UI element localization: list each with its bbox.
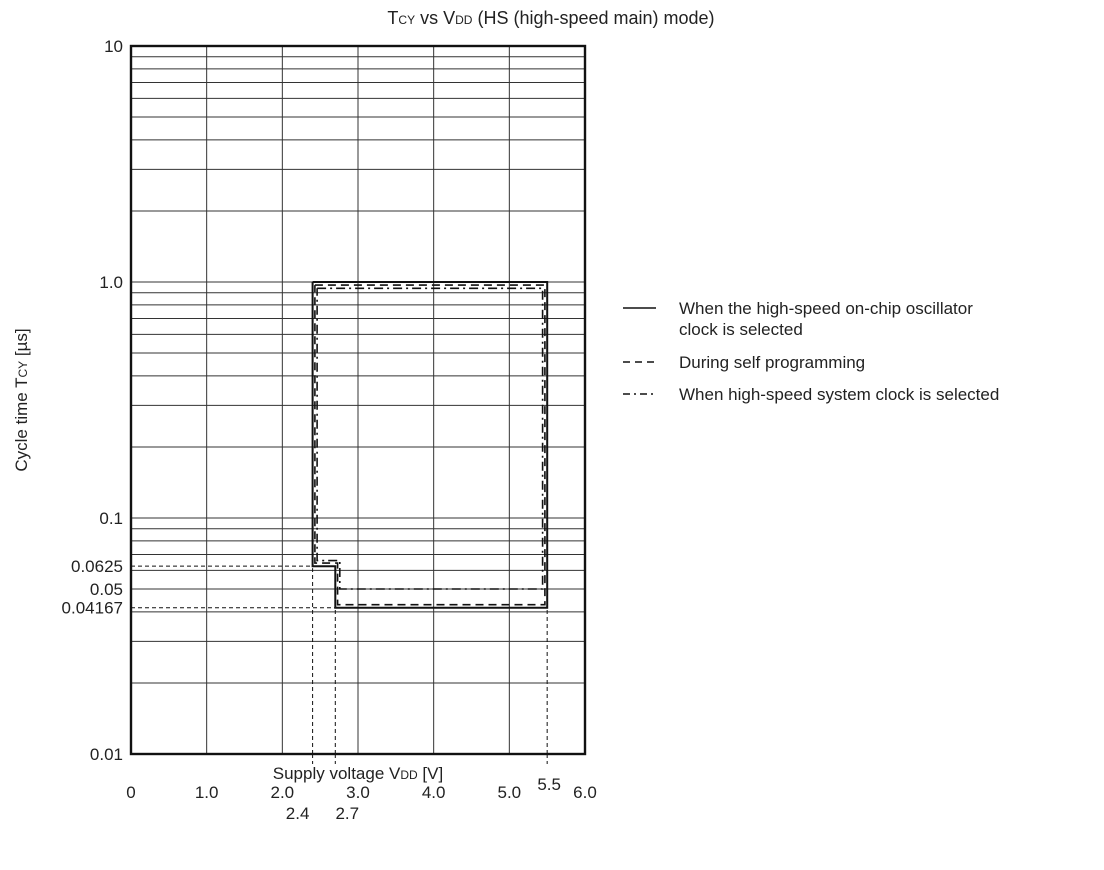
y-axis-label: Cycle time TCY [µs] — [12, 328, 31, 471]
legend-label-solid-line2: clock is selected — [679, 320, 803, 339]
series-lines — [311, 281, 549, 609]
legend: When the high-speed on-chip oscillator c… — [623, 299, 999, 404]
x-tick-label-extra: 2.4 — [286, 804, 310, 823]
x-tick-label: 3.0 — [346, 783, 370, 802]
series-line-dashed — [314, 284, 546, 606]
x-tick-label: 0 — [126, 783, 135, 802]
y-tick-label-extra: 0.0625 — [71, 557, 123, 576]
plot-frame — [129, 44, 587, 756]
x-tick-label-extra: 5.5 — [537, 775, 561, 794]
x-tick-labels: 0 1.0 2.0 3.0 4.0 5.0 6.0 2.4 2.7 5.5 — [126, 775, 597, 823]
y-tick-label: 0.01 — [90, 745, 123, 764]
y-tick-label: 0.1 — [99, 509, 123, 528]
legend-label-dashdot: When high-speed system clock is selected — [679, 385, 999, 404]
x-tick-label: 5.0 — [498, 783, 522, 802]
x-axis-label: Supply voltage VDD [V] — [273, 764, 443, 783]
y-tick-label-extra: 0.04167 — [62, 599, 123, 618]
legend-label-solid-line1: When the high-speed on-chip oscillator — [679, 299, 973, 318]
legend-label-dashed: During self programming — [679, 353, 865, 372]
x-tick-label: 6.0 — [573, 783, 597, 802]
series-line-dashdot — [316, 287, 544, 590]
guide-lines — [131, 565, 548, 764]
x-axis-label-main: Supply voltage V — [273, 764, 401, 783]
y-tick-label: 10 — [104, 37, 123, 56]
y-tick-label-extra: 0.05 — [90, 580, 123, 599]
x-tick-label: 1.0 — [195, 783, 219, 802]
grid — [130, 45, 586, 755]
chart-title: TCY vs VDD (HS (high-speed main) mode) — [387, 8, 714, 28]
y-tick-label: 1.0 — [99, 273, 123, 292]
x-tick-label: 4.0 — [422, 783, 446, 802]
x-tick-label-extra: 2.7 — [335, 804, 359, 823]
series-line-solid — [311, 281, 549, 609]
y-tick-labels: 10 1.0 0.1 0.01 0.0625 0.050.04167 — [62, 37, 123, 764]
x-tick-label: 2.0 — [271, 783, 295, 802]
